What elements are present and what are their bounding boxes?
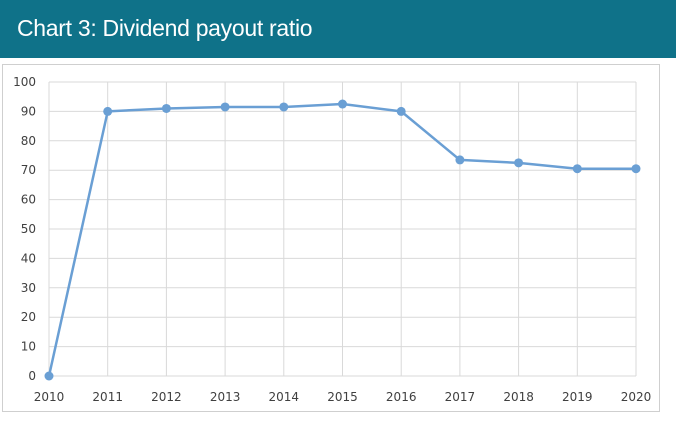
x-tick-label: 2017 — [445, 390, 476, 404]
plot-frame — [2, 64, 660, 412]
x-tick-label: 2013 — [210, 390, 241, 404]
y-tick-label: 100 — [13, 75, 36, 89]
data-point — [514, 158, 524, 168]
data-point — [572, 164, 582, 174]
data-point — [631, 164, 641, 174]
y-tick-label: 40 — [21, 251, 36, 265]
data-point — [338, 99, 347, 109]
x-tick-label: 2014 — [269, 390, 300, 404]
x-tick-label: 2019 — [562, 390, 593, 404]
x-tick-label: 2015 — [327, 390, 358, 404]
data-point — [396, 106, 406, 116]
gridlines — [48, 81, 637, 377]
data-point — [161, 103, 171, 113]
data-point — [220, 102, 230, 112]
y-tick-label: 60 — [21, 193, 36, 207]
x-axis-ticks: 2010 2011 2012 2013 2014 2015 2016 2017 2018 2019… — [34, 390, 652, 404]
y-tick-label: 0 — [28, 369, 36, 383]
x-tick-label: 2012 — [151, 390, 182, 404]
x-tick-label: 2016 — [386, 390, 417, 404]
chart-header: Chart 3: Dividend payout ratio — [0, 0, 676, 58]
y-tick-label: 90 — [21, 104, 36, 118]
y-tick-label: 80 — [21, 134, 36, 148]
series-layer — [44, 99, 641, 381]
x-tick-label: 2010 — [34, 390, 65, 404]
y-tick-label: 10 — [21, 340, 36, 354]
y-tick-label: 50 — [21, 222, 36, 236]
y-axis-ticks: 0 10 20 30 40 50 60 70 80 90 100 — [13, 75, 36, 383]
data-point — [103, 106, 113, 116]
y-tick-label: 70 — [21, 163, 36, 177]
x-tick-label: 2011 — [92, 390, 123, 404]
x-tick-label: 2018 — [503, 390, 534, 404]
y-tick-label: 20 — [21, 310, 36, 324]
y-tick-label: 30 — [21, 281, 36, 295]
x-tick-label: 2020 — [621, 390, 652, 404]
data-point — [44, 371, 54, 381]
chart-title: Chart 3: Dividend payout ratio — [17, 15, 313, 41]
data-point — [279, 102, 289, 112]
data-point — [455, 155, 465, 165]
